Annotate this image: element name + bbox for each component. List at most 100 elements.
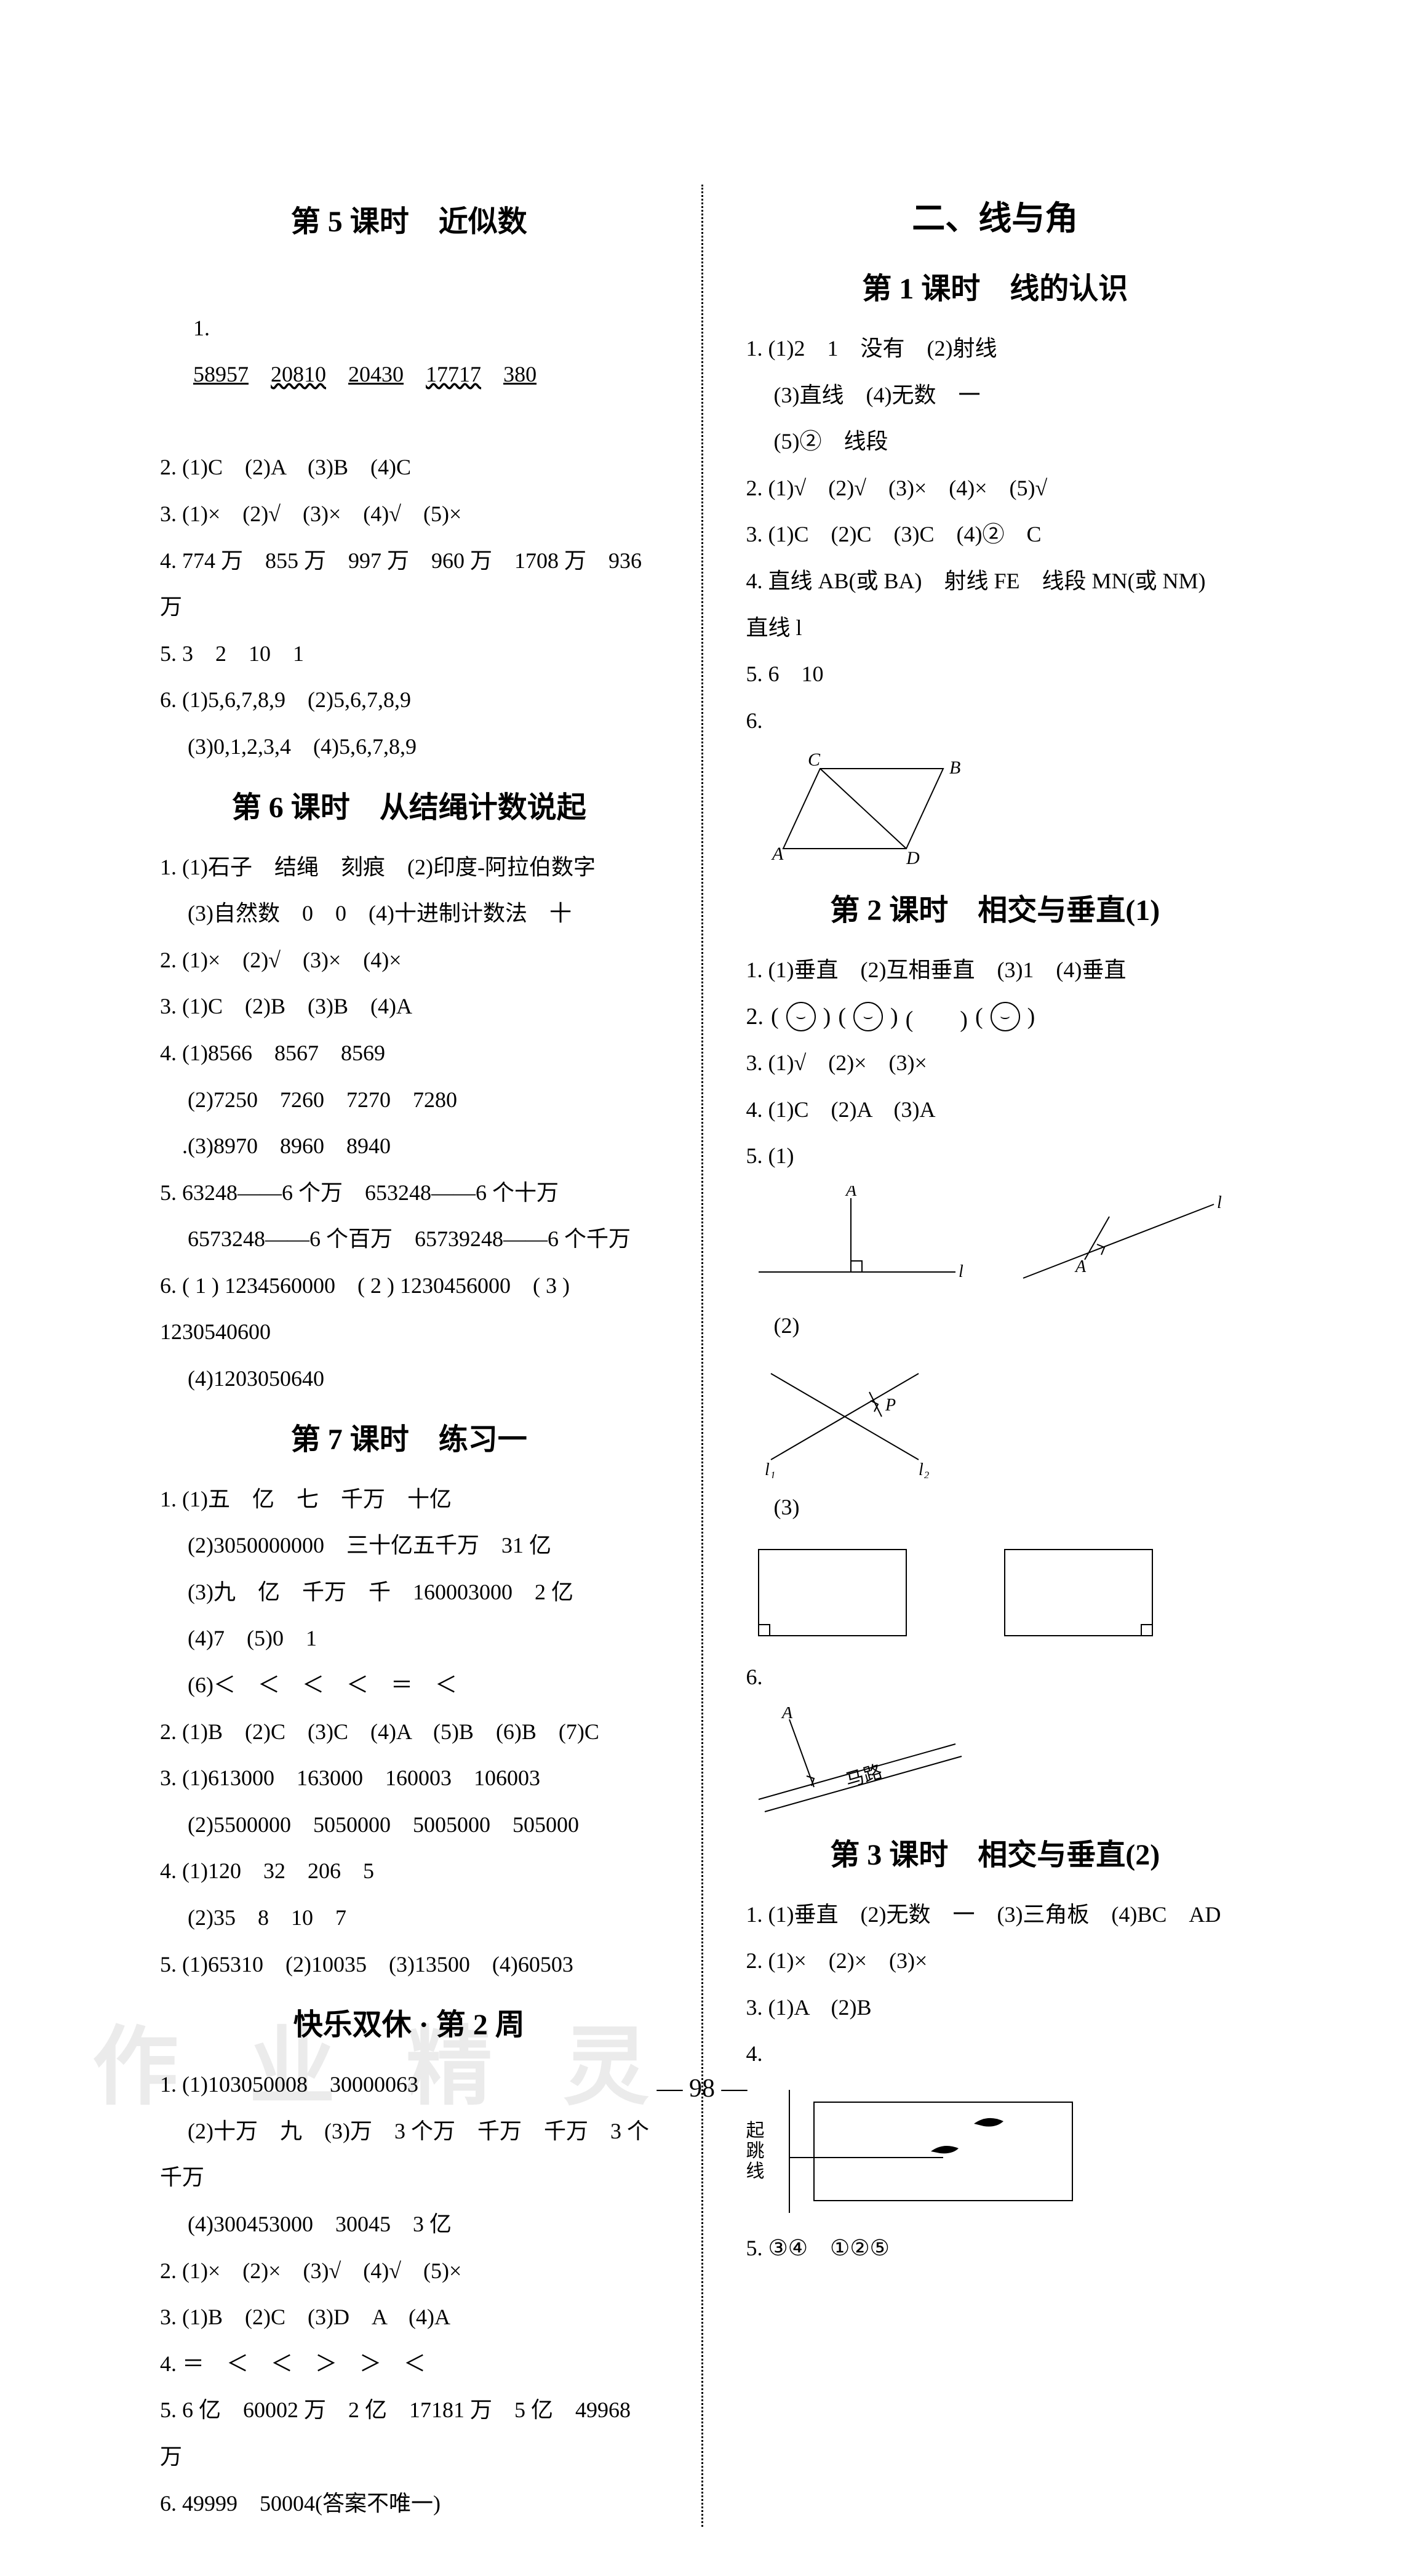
r2-smiley-row: 2. (⌣) (⌣) ( ) (⌣) — [746, 1000, 1245, 1034]
r1-l6: 6. — [746, 698, 1245, 745]
left-column: 第 5 课时 近似数 1. 58957 20810 20430 17717 38… — [160, 185, 658, 2527]
parallelogram-diagram: A B C D — [746, 750, 1245, 873]
section7-title: 第 7 课时 练习一 — [160, 1415, 658, 1458]
r3-l1: 1. (1)垂直 (2)无数 一 (3)三角板 (4)BC AD — [746, 1892, 1245, 1938]
sx-l4: 4. ＝ ＜ ＜ ＞ ＞ ＜ — [160, 2341, 658, 2388]
s6-l4b: (2)7250 7260 7270 7280 — [160, 1077, 658, 1124]
r1-l1b: (3)直线 (4)无数 一 — [746, 372, 1245, 419]
section6-title: 第 6 课时 从结绳计数说起 — [160, 783, 658, 826]
sx-l5: 5. 6 亿 60002 万 2 亿 17181 万 5 亿 49968 万 — [160, 2387, 658, 2480]
s5-l3: 3. (1)× (2)√ (3)× (4)√ (5)× — [160, 491, 658, 538]
svg-text:l₁: l₁ — [765, 1460, 776, 1478]
s6-l3: 3. (1)C (2)B (3)B (4)A — [160, 983, 658, 1030]
smiley-icon: ⌣ — [786, 1002, 816, 1031]
week2-title: 快乐双休 · 第 2 周 — [160, 2000, 658, 2043]
perpendicular-diagrams-1: A l A l — [746, 1186, 1245, 1297]
sx-l3: 3. (1)B (2)C (3)D A (4)A — [160, 2294, 658, 2341]
cross-svg: P l₁ l₂ — [746, 1355, 955, 1478]
r2-l5c: (3) — [746, 1484, 1245, 1531]
sx-l1c: (4)300453000 30045 3 亿 — [160, 2201, 658, 2248]
sx-l2: 2. (1)× (2)× (3)√ (4)√ (5)× — [160, 2248, 658, 2295]
s7-l2: 2. (1)B (2)C (3)C (4)A (5)B (6)B (7)C — [160, 1709, 658, 1756]
s7-l1c: (3)九 亿 千万 千 160003000 2 亿 — [160, 1569, 658, 1616]
svg-text:A: A — [771, 844, 784, 864]
r1-l4: 4. 直线 AB(或 BA) 射线 FE 线段 MN(或 NM) 直线 l — [746, 558, 1245, 651]
r1-l2: 2. (1)√ (2)√ (3)× (4)× (5)√ — [746, 465, 1245, 512]
r2-l5: 5. (1) — [746, 1133, 1245, 1180]
r1-l1a: 1. (1)2 1 没有 (2)射线 — [746, 326, 1245, 372]
svg-text:C: C — [808, 750, 821, 770]
road-diagram: A 马路 — [746, 1707, 1245, 1818]
r2-l4: 4. (1)C (2)A (3)A — [746, 1087, 1245, 1134]
r2-l5b: (2) — [746, 1303, 1245, 1350]
svg-text:D: D — [906, 848, 920, 868]
s6-l1a: 1. (1)石子 结绳 刻痕 (2)印度-阿拉伯数字 — [160, 844, 658, 891]
sx-l1a: 1. (1)103050008 30000063 — [160, 2062, 658, 2108]
r3-l4: 4. — [746, 2031, 1245, 2078]
s5-l4: 4. 774 万 855 万 997 万 960 万 1708 万 936 万 — [160, 538, 658, 631]
page-number: — 98 — — [657, 2074, 748, 2103]
cross-diagram: P l₁ l₂ — [746, 1355, 1245, 1478]
r3-l5: 5. ③④ ①②⑤ — [746, 2225, 1245, 2272]
s6-l5a: 5. 63248——6 个万 653248——6 个十万 — [160, 1170, 658, 1217]
svg-text:l: l — [959, 1262, 963, 1281]
r1-title: 第 1 课时 线的认识 — [746, 264, 1245, 307]
svg-text:A: A — [781, 1707, 793, 1722]
parallelogram-svg: A B C D — [746, 750, 980, 873]
smiley-icon: ⌣ — [991, 1002, 1020, 1031]
road-svg: A 马路 — [746, 1707, 968, 1818]
s7-l3a: 3. (1)613000 163000 160003 106003 — [160, 1755, 658, 1802]
s6-l2: 2. (1)× (2)√ (3)× (4)× — [160, 937, 658, 984]
s5-l6b: (3)0,1,2,3,4 (4)5,6,7,8,9 — [160, 724, 658, 770]
jump-label: 起 跳 线 — [746, 2121, 765, 2182]
r3-l2: 2. (1)× (2)× (3)× — [746, 1938, 1245, 1985]
s5-l5: 5. 3 2 10 1 — [160, 631, 658, 678]
svg-text:马路: 马路 — [843, 1761, 884, 1791]
s5-l2: 2. (1)C (2)A (3)B (4)C — [160, 444, 658, 491]
s7-l1b: (2)3050000000 三十亿五千万 31 亿 — [160, 1522, 658, 1569]
section5-title: 第 5 课时 近似数 — [160, 197, 658, 240]
s6-l6b: (4)1203050640 — [160, 1356, 658, 1402]
sx-l6: 6. 49999 50004(答案不唯一) — [160, 2481, 658, 2527]
svg-text:l₂: l₂ — [919, 1460, 930, 1478]
column-divider — [701, 185, 703, 2527]
rectangles-row — [746, 1537, 1245, 1648]
s5-l6a: 6. (1)5,6,7,8,9 (2)5,6,7,8,9 — [160, 677, 658, 724]
q1-num: 1. 58957 20810 20430 17717 380 — [160, 258, 658, 444]
jump-svg — [771, 2084, 1091, 2219]
rect-1 — [746, 1537, 919, 1648]
r2-l6: 6. — [746, 1654, 1245, 1701]
chapter-title: 二、线与角 — [746, 191, 1245, 239]
r2-l1: 1. (1)垂直 (2)互相垂直 (3)1 (4)垂直 — [746, 947, 1245, 994]
svg-text:A: A — [1074, 1257, 1087, 1276]
s7-l1a: 1. (1)五 亿 七 千万 十亿 — [160, 1476, 658, 1523]
r2-l3: 3. (1)√ (2)× (3)× — [746, 1040, 1245, 1087]
r1-l5: 5. 6 10 — [746, 651, 1245, 698]
r2-title: 第 2 课时 相交与垂直(1) — [746, 886, 1245, 929]
right-column: 二、线与角 第 1 课时 线的认识 1. (1)2 1 没有 (2)射线 (3)… — [746, 185, 1245, 2527]
s6-l6a: 6. ( 1 ) 1234560000 ( 2 ) 1230456000 ( 3… — [160, 1263, 658, 1356]
s7-l3b: (2)5500000 5050000 5005000 505000 — [160, 1802, 658, 1849]
s6-l1b: (3)自然数 0 0 (4)十进制计数法 十 — [160, 890, 658, 937]
sx-l1b: (2)十万 九 (3)万 3 个万 千万 千万 3 个千万 — [160, 2108, 658, 2201]
perp-diag-a: A l — [746, 1186, 968, 1297]
s7-l4a: 4. (1)120 32 206 5 — [160, 1848, 658, 1895]
r1-l3: 3. (1)C (2)C (3)C (4)② C — [746, 511, 1245, 558]
svg-text:B: B — [949, 758, 960, 778]
jump-diagram: 起 跳 线 — [746, 2084, 1245, 2219]
s6-l4a: 4. (1)8566 8567 8569 — [160, 1030, 658, 1077]
svg-text:l: l — [1217, 1193, 1222, 1212]
s6-l5b: 6573248——6 个百万 65739248——6 个千万 — [160, 1216, 658, 1263]
s6-l4c: .(3)8970 8960 8940 — [160, 1123, 658, 1170]
svg-text:P: P — [885, 1396, 896, 1415]
s7-l4b: (2)35 8 10 7 — [160, 1895, 658, 1942]
r3-title: 第 3 课时 相交与垂直(2) — [746, 1830, 1245, 1873]
svg-text:A: A — [845, 1186, 857, 1200]
smiley-icon: ⌣ — [853, 1002, 883, 1031]
r1-l1c: (5)② 线段 — [746, 418, 1245, 465]
perp-diag-b: A l — [1005, 1186, 1226, 1297]
s7-l1e: (6)＜ ＜ ＜ ＜ ＝ ＜ — [160, 1662, 658, 1709]
rect-2 — [992, 1537, 1165, 1648]
s7-l1d: (4)7 (5)0 1 — [160, 1615, 658, 1662]
r3-l3: 3. (1)A (2)B — [746, 1985, 1245, 2031]
